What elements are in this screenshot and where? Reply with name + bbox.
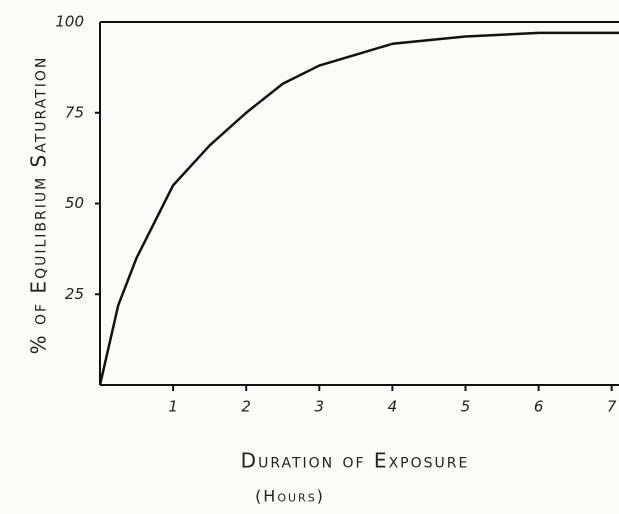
x-tick-label: 5	[461, 398, 471, 416]
y-tick-label: 100	[55, 13, 84, 31]
x-tick-label: 7	[607, 398, 617, 416]
x-tick-label: 3	[315, 398, 325, 416]
y-tick-label: 75	[65, 103, 84, 121]
y-tick-label: 50	[65, 194, 84, 212]
x-tick-label: 4	[388, 398, 398, 416]
x-axis-unit: (Hours)	[255, 487, 325, 506]
y-tick-label: 25	[65, 285, 84, 303]
x-tick-label: 1	[168, 398, 178, 416]
x-axis-label: Duration of Exposure	[241, 449, 470, 473]
y-axis-label: % of Equilibrium Saturation	[27, 56, 51, 355]
x-tick-label: 6	[534, 398, 544, 416]
x-tick-label: 2	[241, 398, 251, 416]
line-series	[98, 31, 619, 386]
